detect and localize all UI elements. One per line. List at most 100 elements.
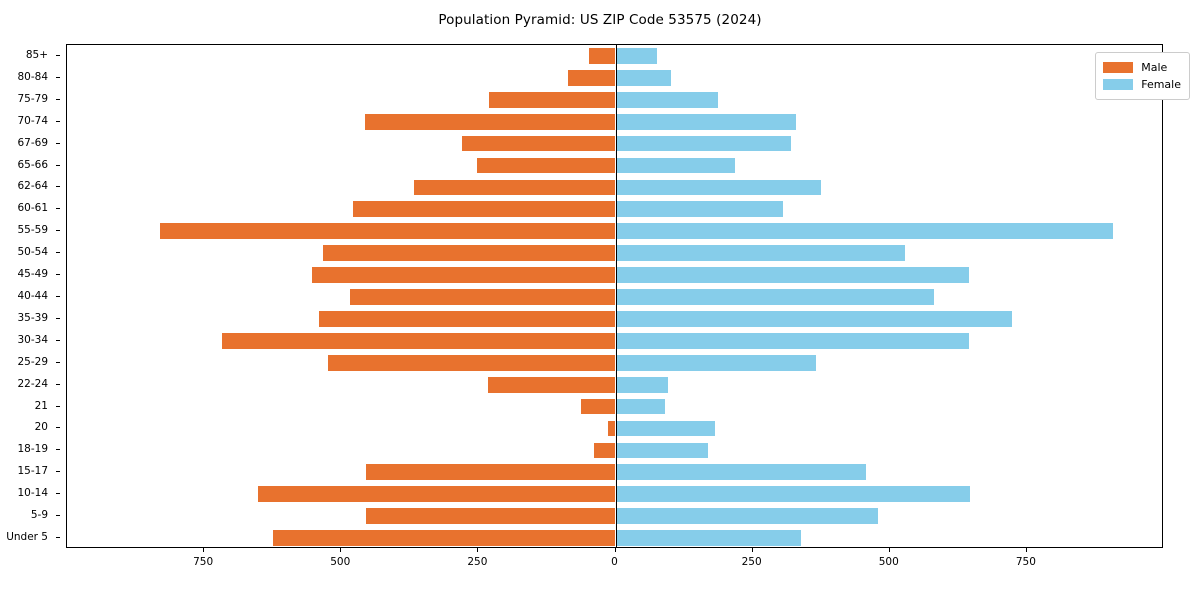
x-axis-tick-mark xyxy=(203,548,205,552)
bar-male xyxy=(365,508,616,524)
y-axis-tick-label: 85+ xyxy=(25,48,48,61)
bar-row xyxy=(67,354,1162,371)
bar-row xyxy=(67,289,1162,305)
x-axis-tick-mark xyxy=(1025,548,1027,552)
y-axis-tick-label: 18-19 xyxy=(17,443,48,456)
bar-female xyxy=(615,289,935,305)
bar-male xyxy=(273,530,616,546)
bar-male xyxy=(489,91,616,108)
bar-row xyxy=(67,376,1162,393)
y-axis-tick-label: 5-9 xyxy=(30,508,48,521)
bar-row xyxy=(67,486,1162,503)
y-axis-tick-label: 70-74 xyxy=(17,114,48,127)
x-axis-tick-label: 250 xyxy=(741,556,762,568)
bar-female xyxy=(615,530,801,546)
bar-male xyxy=(462,135,616,152)
y-axis-tick-label: 45-49 xyxy=(17,267,48,280)
bar-male xyxy=(365,464,616,481)
y-axis-tick-label: 67-69 xyxy=(17,136,48,149)
bar-row xyxy=(67,442,1162,459)
bar-male xyxy=(312,267,616,283)
bar-female xyxy=(615,486,970,503)
y-axis-tick-label: 20 xyxy=(34,421,48,434)
plot-area xyxy=(66,44,1163,548)
bar-male xyxy=(323,245,616,262)
bar-row xyxy=(67,223,1162,240)
x-axis-tick-label: 0 xyxy=(611,556,618,568)
bar-male xyxy=(258,486,616,503)
y-axis-tick-mark xyxy=(56,427,60,429)
y-axis-tick-label: 25-29 xyxy=(17,355,48,368)
x-axis-tick-mark xyxy=(340,548,342,552)
bar-male xyxy=(160,223,616,240)
bar-male xyxy=(413,179,616,196)
y-axis-tick-label: Under 5 xyxy=(6,530,48,543)
legend-swatch-icon xyxy=(1103,79,1134,90)
bar-row xyxy=(67,332,1162,349)
y-axis-tick-mark xyxy=(56,405,60,407)
y-axis-tick-mark xyxy=(56,208,60,210)
y-axis-tick-label: 21 xyxy=(34,399,48,412)
y-axis-tick-mark xyxy=(56,164,60,166)
y-axis-tick-mark xyxy=(56,449,60,451)
bar-male xyxy=(319,311,616,327)
y-axis-tick-mark xyxy=(56,361,60,363)
y-axis-tick-label: 30-34 xyxy=(17,333,48,346)
zero-axis-line xyxy=(615,45,617,547)
x-axis: 750 500 250 0 250 500 750 xyxy=(66,548,1163,588)
bar-female xyxy=(615,354,817,371)
bar-male xyxy=(580,398,616,415)
y-axis-tick-mark xyxy=(56,296,60,297)
bar-row xyxy=(67,48,1162,64)
y-axis-tick-mark xyxy=(56,383,60,385)
bar-row xyxy=(67,69,1162,86)
bar-row xyxy=(67,201,1162,218)
bar-male xyxy=(476,157,616,174)
bar-row xyxy=(67,311,1162,327)
legend-swatch-icon xyxy=(1103,62,1134,73)
legend-label: Female xyxy=(1141,78,1181,91)
bar-female xyxy=(615,508,879,524)
bar-female xyxy=(615,420,715,437)
y-axis-tick-mark xyxy=(56,317,60,319)
bar-row xyxy=(67,464,1162,481)
y-axis-tick-mark xyxy=(56,274,60,276)
bar-male xyxy=(593,442,616,459)
y-axis-tick-label: 50-54 xyxy=(17,245,48,258)
legend-item[interactable]: Male xyxy=(1103,59,1181,76)
x-axis-tick-label: 500 xyxy=(878,556,899,568)
y-axis-tick-label: 60-61 xyxy=(17,202,48,215)
x-axis-tick-mark xyxy=(888,548,890,552)
bar-female xyxy=(615,442,708,459)
bar-female xyxy=(615,376,669,393)
bar-row xyxy=(67,420,1162,437)
bars-layer xyxy=(67,45,1162,547)
x-axis-tick-label: 750 xyxy=(193,556,214,568)
bar-row xyxy=(67,91,1162,108)
y-axis-tick-mark xyxy=(56,515,60,517)
bar-male xyxy=(589,48,616,64)
bar-female xyxy=(615,48,657,64)
bar-row xyxy=(67,245,1162,262)
bar-female xyxy=(615,398,665,415)
bar-male xyxy=(567,69,616,86)
bar-male xyxy=(364,113,616,130)
y-axis-tick-mark xyxy=(56,339,60,341)
bar-female xyxy=(615,201,784,218)
y-axis-tick-label: 55-59 xyxy=(17,224,48,236)
bar-row xyxy=(67,135,1162,152)
x-axis-tick-label: 250 xyxy=(467,556,488,568)
bar-row xyxy=(67,267,1162,283)
bar-male xyxy=(350,289,616,305)
y-axis: 85+ 80-84 75-79 70-74 67-69 65-66 62-64 60-61 55… xyxy=(0,44,60,548)
x-axis-tick-mark xyxy=(477,548,479,552)
y-axis-tick-label: 10-14 xyxy=(17,486,48,499)
bar-male xyxy=(607,420,616,437)
bar-female xyxy=(615,179,822,196)
bar-female xyxy=(615,464,866,481)
legend-item[interactable]: Female xyxy=(1103,76,1181,93)
y-axis-tick-mark xyxy=(56,252,60,254)
bar-female xyxy=(615,245,906,262)
bar-male xyxy=(221,332,616,349)
